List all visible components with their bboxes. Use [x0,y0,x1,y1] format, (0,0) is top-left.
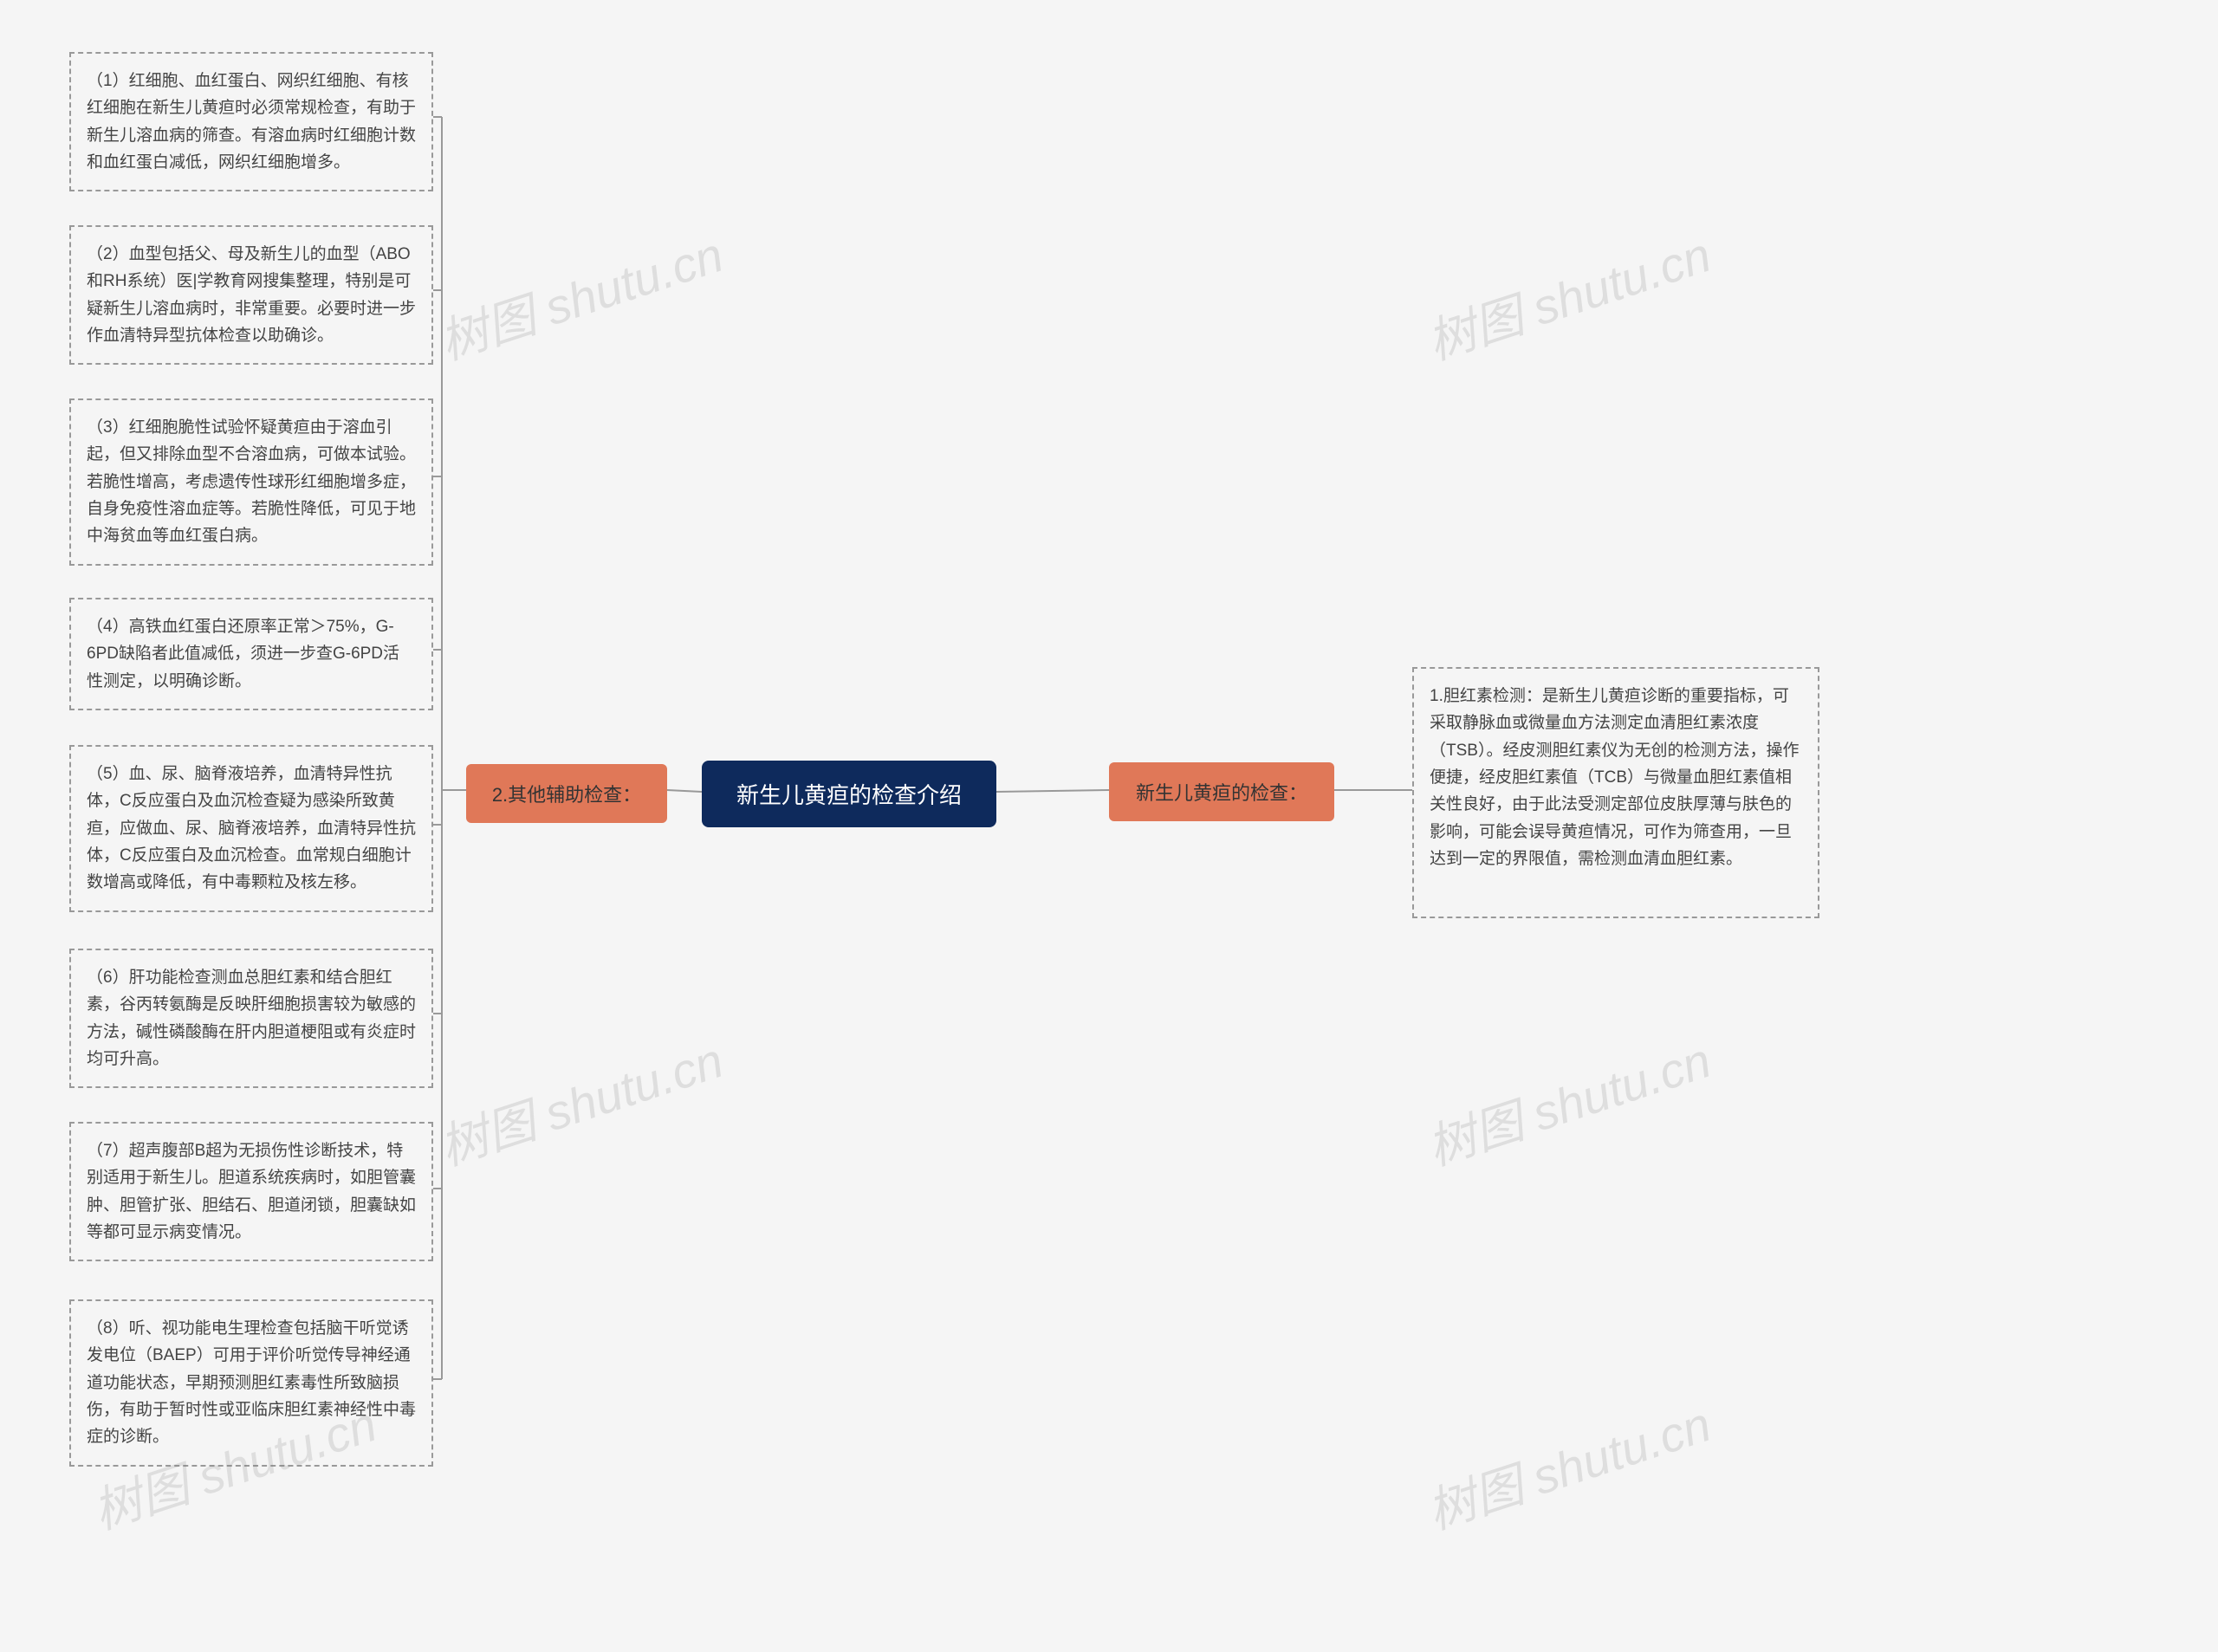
leaf-left-4-text: （4）高铁血红蛋白还原率正常＞75%，G-6PD缺陷者此值减低，须进一步查G-6… [87,613,416,695]
watermark-4: 树图 shutu.cn [1417,1022,1719,1180]
branch-right[interactable]: 新生儿黄疸的检查： [1109,762,1334,821]
leaf-left-2-text: （2）血型包括父、母及新生儿的血型（ABO和RH系统）医|学教育网搜集整理，特别… [87,241,416,349]
leaf-left-6[interactable]: （6）肝功能检查测血总胆红素和结合胆红素，谷丙转氨酶是反映肝细胞损害较为敏感的方… [69,949,433,1088]
watermark-1: 树图 shutu.cn [430,217,731,374]
leaf-left-8[interactable]: （8）听、视功能电生理检查包括脑干听觉诱发电位（BAEP）可用于评价听觉传导神经… [69,1299,433,1467]
watermark-6: 树图 shutu.cn [1417,1386,1719,1544]
conn-root-left [667,790,702,792]
root-node[interactable]: 新生儿黄疸的检查介绍 [702,761,996,827]
branch-right-label: 新生儿黄疸的检查： [1136,778,1307,806]
conn-root-right [996,790,1109,792]
leaf-left-4[interactable]: （4）高铁血红蛋白还原率正常＞75%，G-6PD缺陷者此值减低，须进一步查G-6… [69,598,433,710]
leaf-left-7-text: （7）超声腹部B超为无损伤性诊断技术，特别适用于新生儿。胆道系统疾病时，如胆管囊… [87,1137,416,1246]
leaf-left-7[interactable]: （7）超声腹部B超为无损伤性诊断技术，特别适用于新生儿。胆道系统疾病时，如胆管囊… [69,1122,433,1261]
leaf-left-3[interactable]: （3）红细胞脆性试验怀疑黄疸由于溶血引起，但又排除血型不合溶血病，可做本试验。若… [69,398,433,566]
leaf-left-5-text: （5）血、尿、脑脊液培养，血清特异性抗体，C反应蛋白及血沉检查疑为感染所致黄疸，… [87,761,416,897]
root-label: 新生儿黄疸的检查介绍 [736,778,962,810]
leaf-right-1[interactable]: 1.胆红素检测：是新生儿黄疸诊断的重要指标，可采取静脉血或微量血方法测定血清胆红… [1412,667,1819,918]
leaf-left-1[interactable]: （1）红细胞、血红蛋白、网织红细胞、有核红细胞在新生儿黄疸时必须常规检查，有助于… [69,52,433,191]
watermark-3: 树图 shutu.cn [430,1022,731,1180]
leaf-left-5[interactable]: （5）血、尿、脑脊液培养，血清特异性抗体，C反应蛋白及血沉检查疑为感染所致黄疸，… [69,745,433,912]
leaf-right-1-text: 1.胆红素检测：是新生儿黄疸诊断的重要指标，可采取静脉血或微量血方法测定血清胆红… [1430,683,1802,872]
leaf-left-8-text: （8）听、视功能电生理检查包括脑干听觉诱发电位（BAEP）可用于评价听觉传导神经… [87,1315,416,1451]
branch-left-label: 2.其他辅助检查： [492,780,641,807]
branch-left[interactable]: 2.其他辅助检查： [466,764,667,823]
leaf-left-2[interactable]: （2）血型包括父、母及新生儿的血型（ABO和RH系统）医|学教育网搜集整理，特别… [69,225,433,365]
leaf-left-6-text: （6）肝功能检查测血总胆红素和结合胆红素，谷丙转氨酶是反映肝细胞损害较为敏感的方… [87,964,416,1072]
leaf-left-3-text: （3）红细胞脆性试验怀疑黄疸由于溶血引起，但又排除血型不合溶血病，可做本试验。若… [87,414,416,550]
watermark-2: 树图 shutu.cn [1417,217,1719,374]
leaf-left-1-text: （1）红细胞、血红蛋白、网织红细胞、有核红细胞在新生儿黄疸时必须常规检查，有助于… [87,68,416,176]
